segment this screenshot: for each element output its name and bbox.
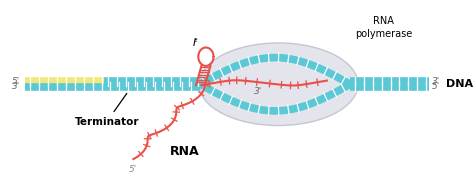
Text: polymerase: polymerase	[355, 29, 412, 39]
Text: 5': 5'	[129, 165, 137, 174]
Text: DNA: DNA	[446, 79, 473, 89]
Text: 3': 3'	[432, 77, 440, 86]
Text: RNA: RNA	[170, 145, 199, 158]
Text: Terminator: Terminator	[74, 93, 139, 127]
Text: 5': 5'	[12, 77, 20, 86]
Text: 3': 3'	[12, 83, 20, 92]
Ellipse shape	[199, 43, 358, 126]
Text: 5': 5'	[432, 83, 440, 92]
Text: 3': 3'	[254, 87, 263, 96]
Text: RNA: RNA	[374, 16, 394, 26]
Text: Iᵗ: Iᵗ	[192, 38, 199, 48]
